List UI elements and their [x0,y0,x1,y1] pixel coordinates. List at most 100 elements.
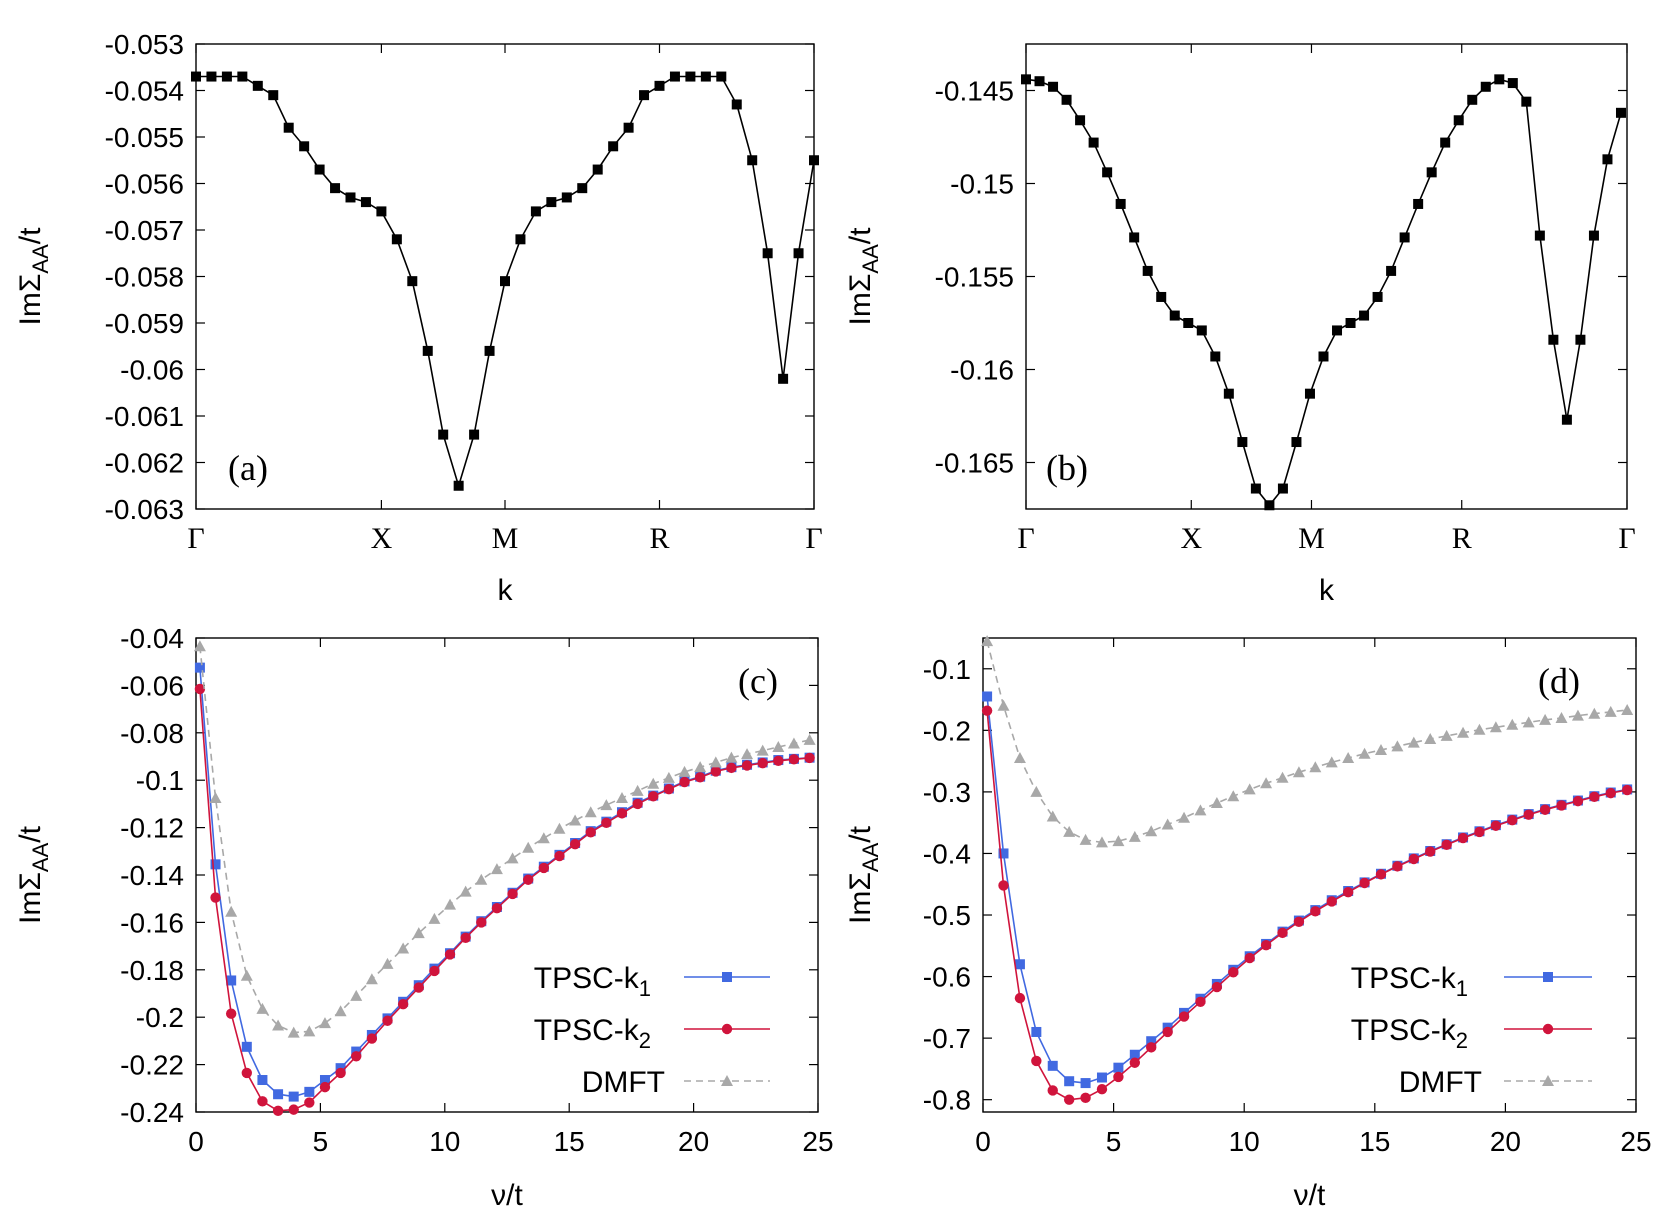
y-tick-label: -0.145 [935,76,1014,107]
data-point [1161,818,1174,830]
legend-marker [722,972,732,982]
data-point [1146,1036,1157,1047]
data-point [460,932,471,944]
legend-label: TPSC-k2 [1351,1014,1468,1053]
data-point [429,965,440,977]
data-point [726,762,737,774]
data-point [1113,1062,1124,1073]
data-point [1088,137,1099,148]
y-axis-title-text-main: ImΣ [14,872,47,924]
series-dmft [193,640,816,1038]
data-point [422,345,433,356]
legend-label-sub: 1 [639,976,651,1001]
data-point [608,141,619,152]
data-point [287,1026,300,1038]
data-point [1178,811,1191,823]
data-point [484,345,495,356]
data-point [1556,800,1567,811]
data-point [1014,992,1026,1004]
y-axis-title-text-sub: AA [858,244,883,274]
data-point [382,1015,393,1026]
x-tick-label: M [1298,522,1325,555]
data-point [1237,437,1248,448]
data-point [365,973,378,985]
data-point [1142,265,1153,276]
data-point [623,122,634,133]
x-tick-label: 20 [1490,1126,1521,1157]
data-point [318,1017,331,1029]
data-point [444,949,456,960]
data-point [1276,771,1289,783]
legend-label-main: TPSC-k [1351,1014,1457,1047]
data-point [1047,1060,1058,1071]
data-point [1102,167,1113,178]
y-tick-label: -0.1 [136,765,184,796]
data-point [700,71,711,82]
legend-label: TPSC-k1 [534,962,651,1001]
data-point [194,662,205,673]
x-tick-label: 0 [188,1126,204,1157]
data-point [412,927,425,939]
data-point [1539,804,1551,815]
data-point [288,1091,299,1102]
data-point [1548,334,1559,345]
y-axis-title-text-tail: /t [844,227,877,244]
y-axis-title-text-sub: AA [28,244,53,274]
data-point [600,799,613,811]
legend-marker [1543,972,1553,982]
data-point [1359,877,1370,889]
data-point [507,888,518,900]
data-point [1250,483,1261,494]
data-point [376,206,387,217]
data-point [997,699,1010,711]
y-tick-label: -0.054 [105,76,184,107]
legend-label: TPSC-k1 [1351,962,1468,1001]
legend-marker [721,1075,733,1086]
y-tick-label: -0.06 [120,355,184,386]
x-tick-label: X [371,522,393,555]
data-point [1425,846,1436,857]
data-point [314,164,325,175]
data-point [1046,810,1059,822]
data-point [1494,74,1505,85]
data-point [351,1051,362,1062]
data-point [1534,230,1545,241]
data-point [1034,76,1045,87]
data-point [1227,790,1240,802]
data-point [1555,712,1568,724]
series-line [199,646,810,1034]
data-point [515,234,526,245]
data-point [491,902,503,914]
data-point [731,99,742,110]
data-point [1080,1092,1091,1104]
x-tick-label: 10 [1229,1126,1260,1157]
y-tick-label: -0.08 [120,718,184,749]
data-point [616,808,628,819]
data-point [757,757,768,769]
series-im-aa [1021,74,1626,511]
y-tick-label: -0.2 [923,715,971,746]
data-point [273,1089,284,1100]
legend-entry: DMFT [1399,1066,1592,1099]
data-point [476,917,487,928]
data-point [1075,115,1086,126]
data-point [1588,707,1601,719]
data-point [678,765,691,777]
data-point [288,1104,299,1115]
x-tick-label: Γ [187,522,204,555]
series-dmft [981,635,1634,848]
y-axis-title: ImΣAA/t [14,227,53,326]
data-point [1489,721,1502,733]
y-tick-label: -0.4 [923,838,971,869]
data-point [1386,265,1397,276]
data-point [1183,318,1194,328]
legend-label: DMFT [1399,1066,1482,1099]
y-tick-label: -0.056 [105,169,184,200]
data-point [1424,732,1437,744]
x-tick-label: 15 [554,1126,585,1157]
legend-marker [721,1023,733,1035]
data-point [1145,825,1158,837]
data-point [569,838,581,850]
y-tick-label: -0.057 [105,215,184,246]
data-point [538,862,550,874]
